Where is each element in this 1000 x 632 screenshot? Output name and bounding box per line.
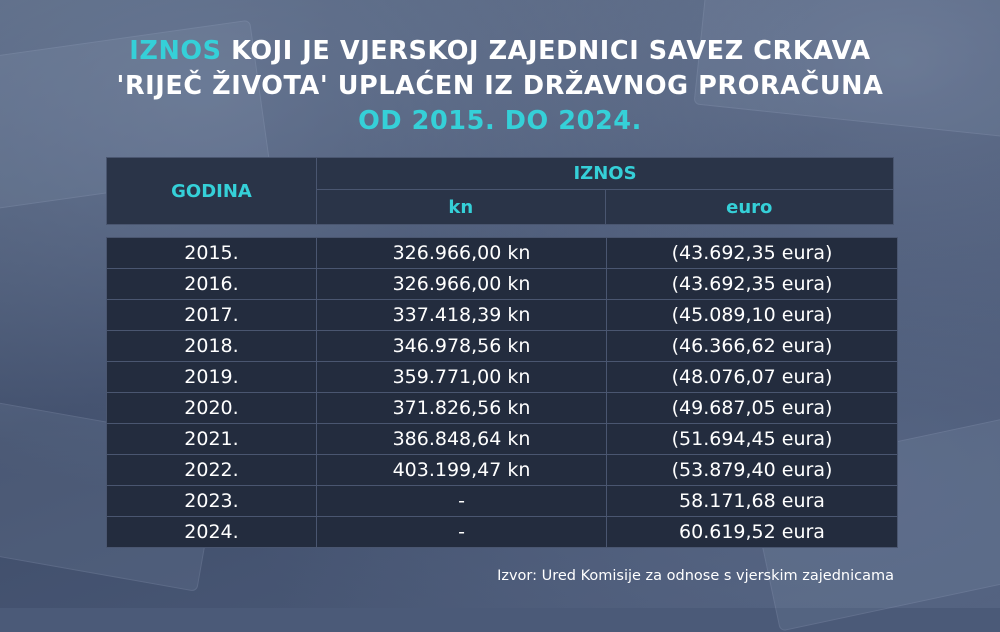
cell-year: 2020. — [106, 392, 317, 424]
header-kn: kn — [316, 189, 606, 225]
cell-euro: (45.089,10 eura) — [606, 299, 898, 331]
header-euro: euro — [604, 189, 894, 225]
cell-year: 2018. — [106, 330, 317, 362]
table-row: 2024. -60.619,52 eura — [106, 516, 898, 548]
cell-euro: (49.687,05 eura) — [606, 392, 898, 424]
cell-year: 2016. — [106, 268, 317, 300]
cell-kn: 346.978,56 kn — [316, 330, 607, 362]
table-row: 2016. 326.966,00 kn (43.692,35 eura) — [106, 268, 898, 300]
cell-kn: 371.826,56 kn — [316, 392, 607, 424]
page-title: IZNOS KOJI JE VJERSKOJ ZAJEDNICI SAVEZ C… — [0, 34, 1000, 139]
cell-euro: (51.694,45 eura) — [606, 423, 898, 455]
cell-kn: 359.771,00 kn — [316, 361, 607, 393]
table-row: 2015. 326.966,00 kn (43.692,35 eura) — [106, 237, 898, 269]
cell-kn: 326.966,00 kn — [316, 268, 607, 300]
cell-euro: 58.171,68 eura — [606, 485, 898, 517]
cell-euro: (43.692,35 eura) — [606, 237, 898, 269]
header-year: GODINA — [106, 157, 317, 225]
cell-kn: 403.199,47 kn — [316, 454, 607, 486]
table-row: 2021. 386.848,64 kn (51.694,45 eura) — [106, 423, 898, 455]
cell-year: 2019. — [106, 361, 317, 393]
title-accent: IZNOS — [129, 36, 222, 66]
cell-euro: (53.879,40 eura) — [606, 454, 898, 486]
cell-kn: 337.418,39 kn — [316, 299, 607, 331]
cell-euro: (43.692,35 eura) — [606, 268, 898, 300]
data-table: 2015. 326.966,00 kn (43.692,35 eura) 2016.… — [106, 237, 898, 548]
cell-kn: 386.848,64 kn — [316, 423, 607, 455]
table-header: GODINA IZNOS kn euro — [106, 157, 894, 225]
title-line-1-rest: KOJI JE VJERSKOJ ZAJEDNICI SAVEZ CRKAVA — [221, 36, 871, 66]
cell-kn: - — [316, 516, 607, 548]
source-note: Izvor: Ured Komisije za odnose s vjerski… — [497, 568, 894, 584]
cell-euro: 60.619,52 eura — [606, 516, 898, 548]
title-line-1: IZNOS KOJI JE VJERSKOJ ZAJEDNICI SAVEZ C… — [0, 34, 1000, 69]
table-row: 2019. 359.771,00 kn (48.076,07 eura) — [106, 361, 898, 393]
table-row: 2022. 403.199,47 kn (53.879,40 eura) — [106, 454, 898, 486]
table-row: 2018. 346.978,56 kn (46.366,62 eura) — [106, 330, 898, 362]
header-amount: IZNOS — [316, 157, 894, 190]
cell-year: 2023. — [106, 485, 317, 517]
title-line-3: OD 2015. DO 2024. — [358, 106, 642, 136]
cell-kn: 326.966,00 kn — [316, 237, 607, 269]
cell-euro: (46.366,62 eura) — [606, 330, 898, 362]
table-row: 2017. 337.418,39 kn (45.089,10 eura) — [106, 299, 898, 331]
title-line-2: 'RIJEČ ŽIVOTA' UPLAĆEN IZ DRŽAVNOG PRORA… — [116, 71, 884, 101]
cell-year: 2021. — [106, 423, 317, 455]
cell-kn: - — [316, 485, 607, 517]
cell-euro: (48.076,07 eura) — [606, 361, 898, 393]
table-row: 2020. 371.826,56 kn (49.687,05 eura) — [106, 392, 898, 424]
table-row: 2023. -58.171,68 eura — [106, 485, 898, 517]
cell-year: 2024. — [106, 516, 317, 548]
cell-year: 2017. — [106, 299, 317, 331]
cell-year: 2022. — [106, 454, 317, 486]
cell-year: 2015. — [106, 237, 317, 269]
